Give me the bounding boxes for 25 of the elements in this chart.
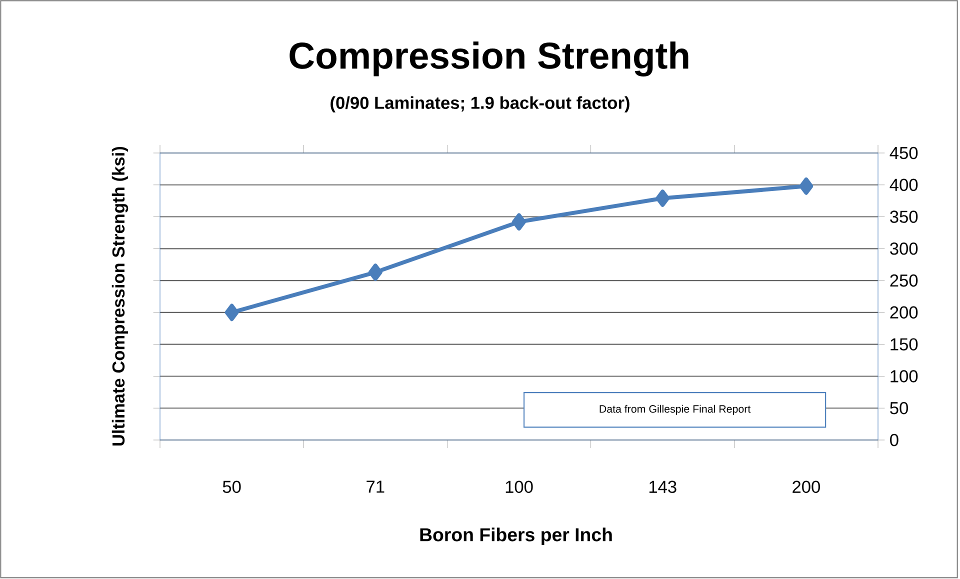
point — [656, 190, 670, 207]
point — [224, 304, 239, 322]
x-tick-label: 200 — [792, 480, 820, 493]
y-tick-label: 400 — [890, 178, 918, 192]
x-axis-title: Boron Fibers per Inch — [420, 528, 612, 546]
chart-title: Compression Strength — [290, 42, 688, 76]
point — [799, 178, 814, 195]
annotation: Data from Gillespie Final Report — [600, 404, 751, 415]
y-tick-label: 0 — [890, 434, 898, 446]
point — [512, 213, 526, 231]
y-tick-label: 200 — [890, 306, 918, 319]
x-tick-label: 71 — [366, 480, 384, 493]
x-tick-label: 100 — [506, 480, 533, 493]
y-tick-label: 100 — [890, 370, 918, 382]
point — [368, 264, 382, 281]
chart-subtitle: (0/90 Laminates; 1.9 back-out factor) — [330, 96, 630, 112]
x-tick-label: 50 — [222, 480, 241, 493]
y-tick-label: 150 — [890, 338, 918, 350]
y-axis-title: Ultimate Compression Strength (ksi) — [112, 146, 128, 446]
y-tick-label: 250 — [890, 274, 918, 287]
y-tick-label: 350 — [890, 210, 918, 223]
y-tick-label: 50 — [890, 402, 908, 414]
y-tick-label: 300 — [890, 242, 918, 255]
y-tick-label: 450 — [890, 146, 918, 160]
x-tick-label: 143 — [649, 480, 676, 493]
